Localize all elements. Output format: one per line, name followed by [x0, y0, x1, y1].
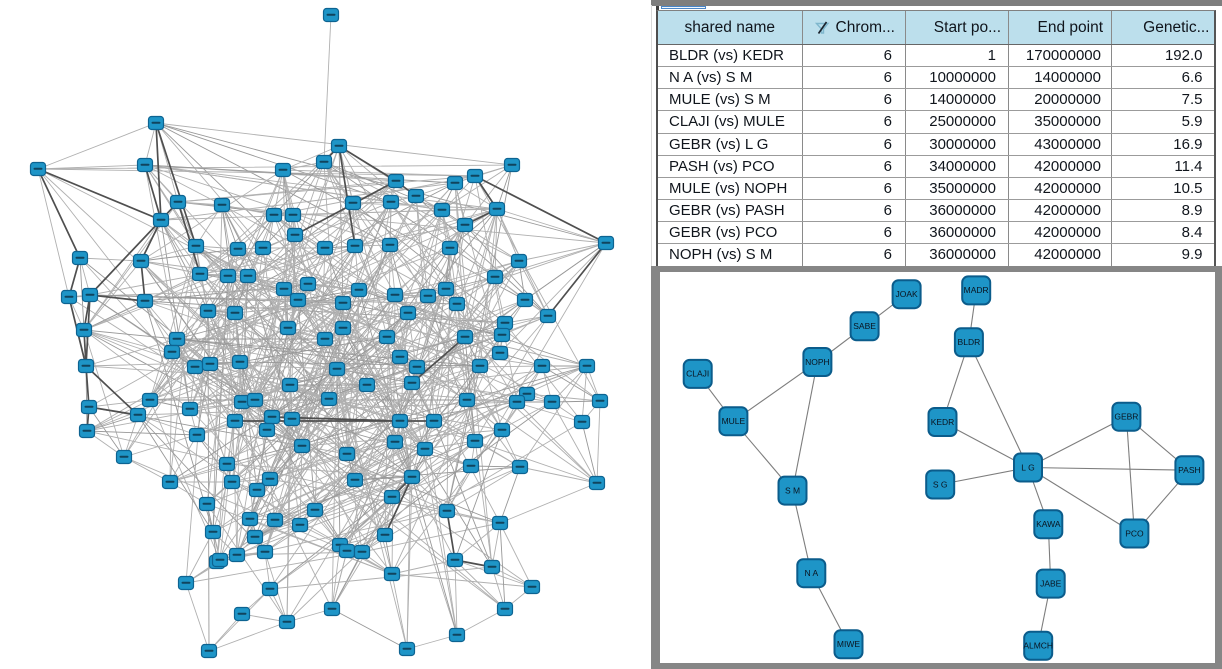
svg-text:JABE: JABE — [1040, 578, 1062, 588]
svg-text:NOPH: NOPH — [805, 357, 830, 367]
svg-text:GEBR: GEBR — [1114, 412, 1138, 422]
svg-text:S G: S G — [933, 479, 948, 489]
svg-text:N A: N A — [804, 568, 818, 578]
svg-text:L G: L G — [1021, 462, 1034, 472]
svg-text:MIWE: MIWE — [837, 639, 860, 649]
svg-text:PCO: PCO — [1125, 528, 1144, 538]
svg-text:S M: S M — [785, 485, 800, 495]
svg-text:KAWA: KAWA — [1036, 519, 1061, 529]
svg-text:BLDR: BLDR — [958, 337, 981, 347]
svg-text:CLAJI: CLAJI — [686, 369, 709, 379]
svg-text:ALMCH: ALMCH — [1023, 641, 1053, 651]
svg-text:MULE: MULE — [722, 416, 746, 426]
svg-text:PASH: PASH — [1178, 465, 1201, 475]
svg-text:KEDR: KEDR — [931, 417, 955, 427]
svg-text:SABE: SABE — [853, 321, 876, 331]
svg-text:JOAK: JOAK — [895, 289, 918, 299]
svg-text:MADR: MADR — [964, 285, 989, 295]
